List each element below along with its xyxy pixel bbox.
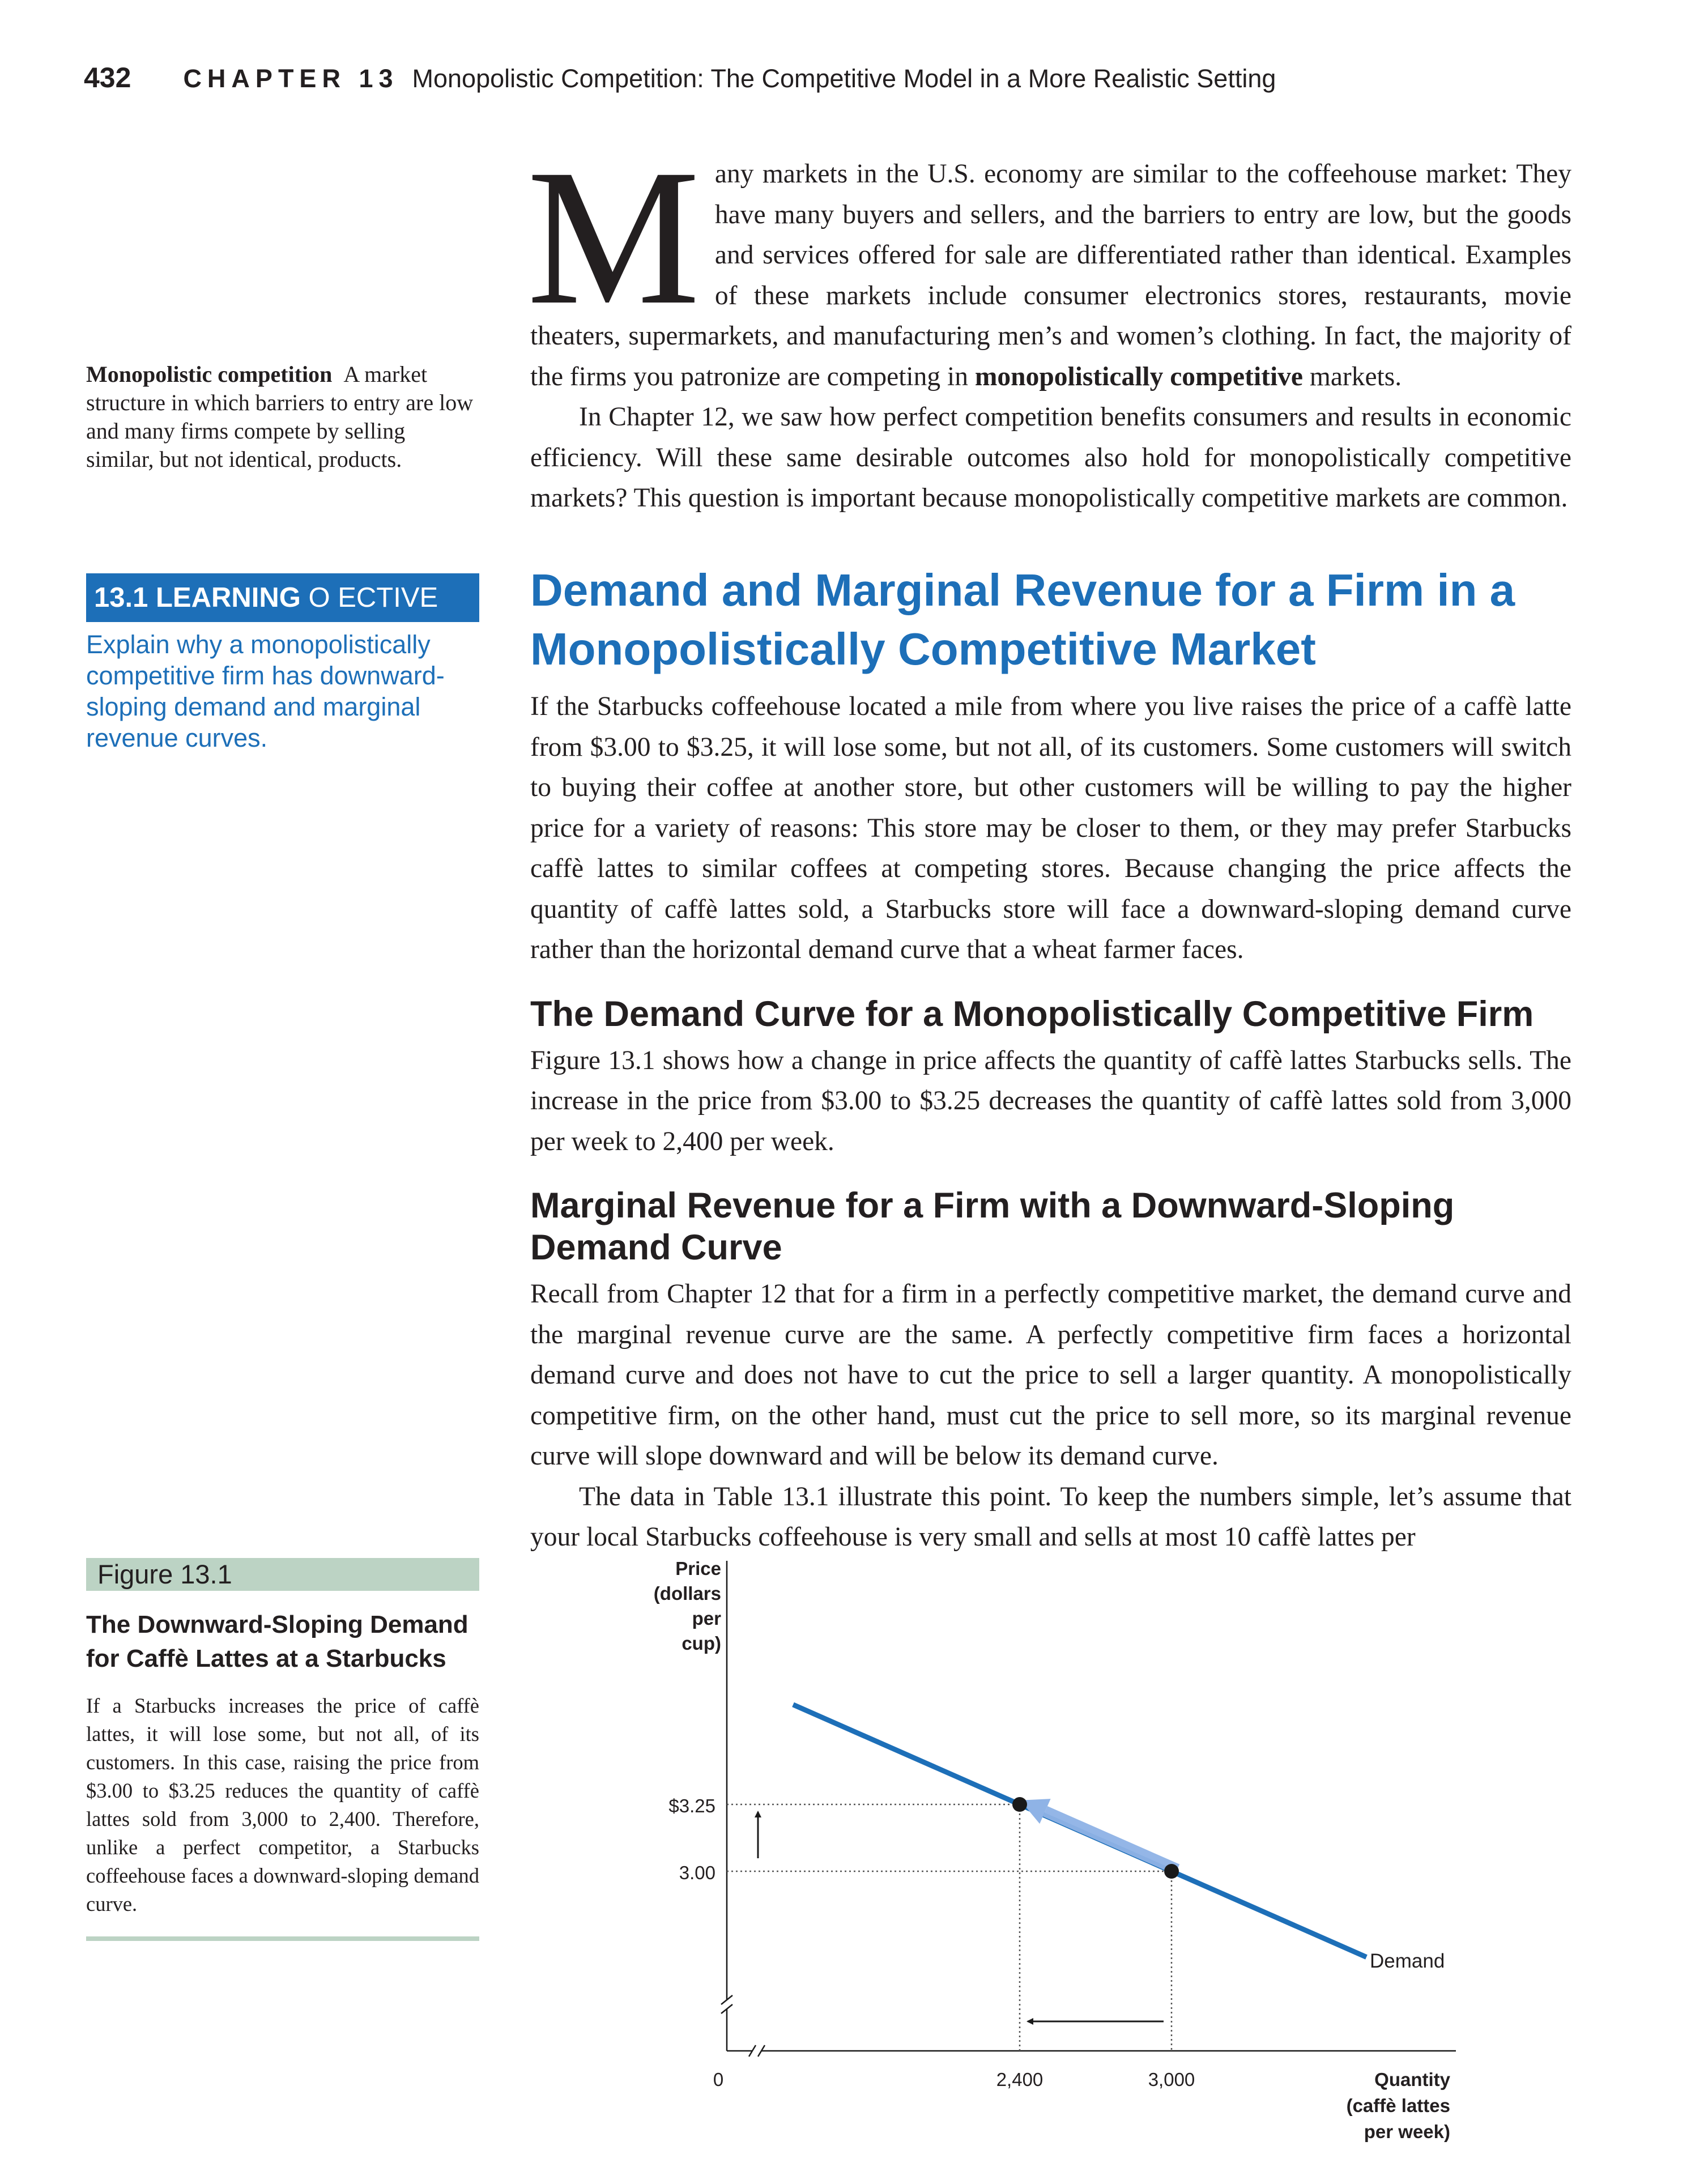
chapter-title: Monopolistic Competition: The Competitiv… — [412, 64, 1276, 93]
y-tick-label: 3.00 — [679, 1862, 715, 1883]
subsection-heading-demand-curve: The Demand Curve for a Monopolistically … — [530, 994, 1534, 1034]
x-axis-break-mark — [757, 2045, 766, 2057]
y-axis-break-mark — [721, 2004, 733, 2014]
intro-paragraph-2: In Chapter 12, we saw how perfect compet… — [530, 402, 1571, 513]
learning-objective-number: 13.1 LEARNING — [94, 582, 301, 613]
page-number: 432 — [84, 62, 131, 93]
y-axis-break-mark — [721, 1995, 733, 2005]
y-axis-label-line: per — [692, 1608, 722, 1629]
margin-definition: Monopolistic competition A market struct… — [86, 360, 477, 474]
x-axis-label-line: per week) — [1364, 2121, 1450, 2142]
intro-p1-start: any markets in the U.S. economy are simi… — [530, 159, 1571, 391]
demand-point-3000 — [1164, 1864, 1179, 1879]
movement-arrow-head — [1020, 1799, 1051, 1824]
y-axis-label-line: (dollars — [654, 1583, 721, 1604]
learning-objective-banner: 13.1 LEARNING O ECTIVE — [86, 573, 479, 622]
y-axis-label-line: cup) — [681, 1633, 721, 1654]
x-tick-label: 0 — [713, 2069, 723, 2090]
section-paragraph-1: If the Starbucks coffeehouse located a m… — [530, 692, 1571, 964]
demand-chart: $3.25 3.00 0 2,400 3,000 Price (dollars per cup)… — [654, 1558, 1456, 2142]
figure-rule — [86, 1936, 479, 1941]
x-axis-label-line: (caffè lattes — [1347, 2095, 1450, 2116]
key-term: monopolistically competitive — [974, 361, 1303, 391]
figure-title: The Downward-Sloping Demand for Caffè La… — [86, 1611, 468, 1672]
x-axis-label-line: Quantity — [1374, 2069, 1450, 2090]
movement-arrow-shaft — [1042, 1806, 1180, 1875]
y-axis-label-line: Price — [675, 1558, 721, 1579]
subsection2-paragraph-2: The data in Table 13.1 illustrate this p… — [530, 1481, 1571, 1552]
subsection-heading-marginal-revenue: Marginal Revenue for a Firm with a Downw… — [530, 1186, 1455, 1267]
x-tick-label: 3,000 — [1148, 2069, 1195, 2090]
definition-term: Monopolistic competition — [86, 361, 333, 387]
learning-objective: 13.1 LEARNING O ECTIVE Explain why a mon… — [86, 573, 479, 753]
demand-point-2400 — [1012, 1797, 1027, 1812]
chapter-label: CHAPTER 13 — [183, 64, 399, 93]
learning-objective-text: Explain why a monopolistically competiti… — [86, 630, 445, 752]
figure-caption-block: Figure 13.1 The Downward-Sloping Demand … — [86, 1558, 479, 1941]
intro-p1-end: markets. — [1303, 361, 1402, 391]
demand-curve-label: Demand — [1370, 1950, 1445, 1972]
running-header: 432 CHAPTER 13 Monopolistic Competition:… — [84, 61, 1276, 101]
x-tick-label: 2,400 — [996, 2069, 1043, 2090]
x-axis-break-mark — [748, 2045, 757, 2057]
y-tick-label: $3.25 — [668, 1795, 715, 1816]
drop-cap: M — [527, 129, 700, 345]
section-heading: Demand and Marginal Revenue for a Firm i… — [530, 565, 1515, 674]
subsection2-paragraph-1: Recall from Chapter 12 that for a firm i… — [530, 1279, 1571, 1471]
figure-caption: If a Starbucks increases the price of ca… — [86, 1694, 479, 1915]
figure-label: Figure 13.1 — [86, 1558, 479, 1591]
definition-text: A market structure in which barriers to … — [86, 361, 474, 472]
learning-objective-label: O ECTIVE — [308, 582, 438, 613]
section-demand-marginal-revenue: Demand and Marginal Revenue for a Firm i… — [530, 561, 1571, 1558]
subsection1-paragraph-1: Figure 13.1 shows how a change in price … — [530, 1045, 1571, 1156]
